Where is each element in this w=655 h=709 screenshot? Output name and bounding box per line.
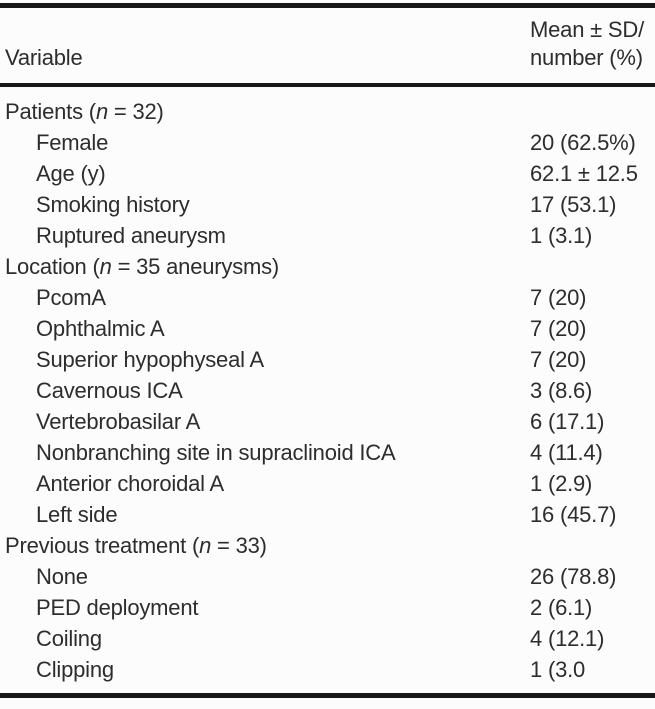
table-header-row: Variable Mean ± SD/ number (%) [0,8,655,83]
table-row: Nonbranching site in supraclinoid ICA 4 … [0,437,655,468]
row-label: PcomA [36,284,106,310]
row-value: 1 (3.0 [530,656,586,682]
table-row: PcomA 7 (20) [0,282,655,313]
table-row-group: Previous treatment (n = 33) [0,530,655,561]
group-label-prefix: Location ( [5,253,100,279]
row-label: Coiling [36,625,102,651]
group-label-n: n [99,253,112,279]
table-row: Cavernous ICA 3 (8.6) [0,375,655,406]
row-label: Previous treatment (n = 33) [0,533,530,559]
table-row: Ruptured aneurysm 1 (3.1) [0,220,655,251]
column-header-variable: Variable [5,45,83,70]
row-label: Location (n = 35 aneurysms) [0,254,530,280]
column-header-value-line2: number (%) [530,45,643,70]
column-header-value-line1: Mean ± SD/ [530,17,645,42]
table-body: Patients (n = 32) Female 20 (62.5%) Age … [0,87,655,693]
column-header-value: Mean ± SD/ number (%) [530,16,655,72]
row-value: 3 (8.6) [530,377,593,403]
row-label: None [36,563,88,589]
row-label: Ophthalmic A [36,315,165,341]
group-label-suffix: = 32) [107,98,164,124]
table-row: Vertebrobasilar A 6 (17.1) [0,406,655,437]
row-label: Anterior choroidal A [36,470,224,496]
row-value: 1 (3.1) [530,222,593,248]
row-value: 4 (11.4) [530,439,603,465]
table-row: Ophthalmic A 7 (20) [0,313,655,344]
row-label: Vertebrobasilar A [36,408,201,434]
row-value: 7 (20) [530,284,587,310]
group-label-n: n [199,532,212,558]
row-label: Female [36,129,109,155]
table-bottom-rule [0,693,655,698]
row-value: 7 (20) [530,346,587,372]
row-value: 7 (20) [530,315,587,341]
table-row: None 26 (78.8) [0,561,655,592]
table-row: Female 20 (62.5%) [0,127,655,158]
table-row: Left side 16 (45.7) [0,499,655,530]
table-row: PED deployment 2 (6.1) [0,592,655,623]
row-value: 16 (45.7) [530,501,617,527]
table-header-rule [0,83,655,87]
group-label-prefix: Previous treatment ( [5,532,200,558]
row-value: 62.1 ± 12.5 [530,160,638,186]
row-value: 2 (6.1) [530,594,593,620]
group-label-n: n [95,98,108,124]
table-row: Clipping 1 (3.0 [0,654,655,685]
row-label: Patients (n = 32) [0,99,530,125]
row-value: 20 (62.5%) [530,129,636,155]
row-label: Left side [36,501,118,527]
row-value: 6 (17.1) [530,408,605,434]
row-label: Nonbranching site in supraclinoid ICA [36,439,396,465]
row-value: 26 (78.8) [530,563,617,589]
table-row-group: Location (n = 35 aneurysms) [0,251,655,282]
group-label-suffix: = 35 aneurysms) [111,253,280,279]
row-label: Cavernous ICA [36,377,183,403]
row-label: Age (y) [36,160,106,186]
group-label-prefix: Patients ( [5,98,96,124]
group-label-suffix: = 33) [211,532,267,558]
table-row: Age (y) 62.1 ± 12.5 [0,158,655,189]
row-value: 1 (2.9) [530,470,593,496]
table-row: Coiling 4 (12.1) [0,623,655,654]
row-label: Superior hypophyseal A [36,346,264,372]
row-label: Smoking history [36,191,190,217]
table-row: Anterior choroidal A 1 (2.9) [0,468,655,499]
row-label: Clipping [36,656,114,682]
table-row: Smoking history 17 (53.1) [0,189,655,220]
row-value: 4 (12.1) [530,625,605,651]
table-row-group: Patients (n = 32) [0,96,655,127]
row-label: PED deployment [36,594,199,620]
row-label: Ruptured aneurysm [36,222,226,248]
table-row: Superior hypophyseal A 7 (20) [0,344,655,375]
table-top-rule [0,3,655,8]
row-value: 17 (53.1) [530,191,617,217]
